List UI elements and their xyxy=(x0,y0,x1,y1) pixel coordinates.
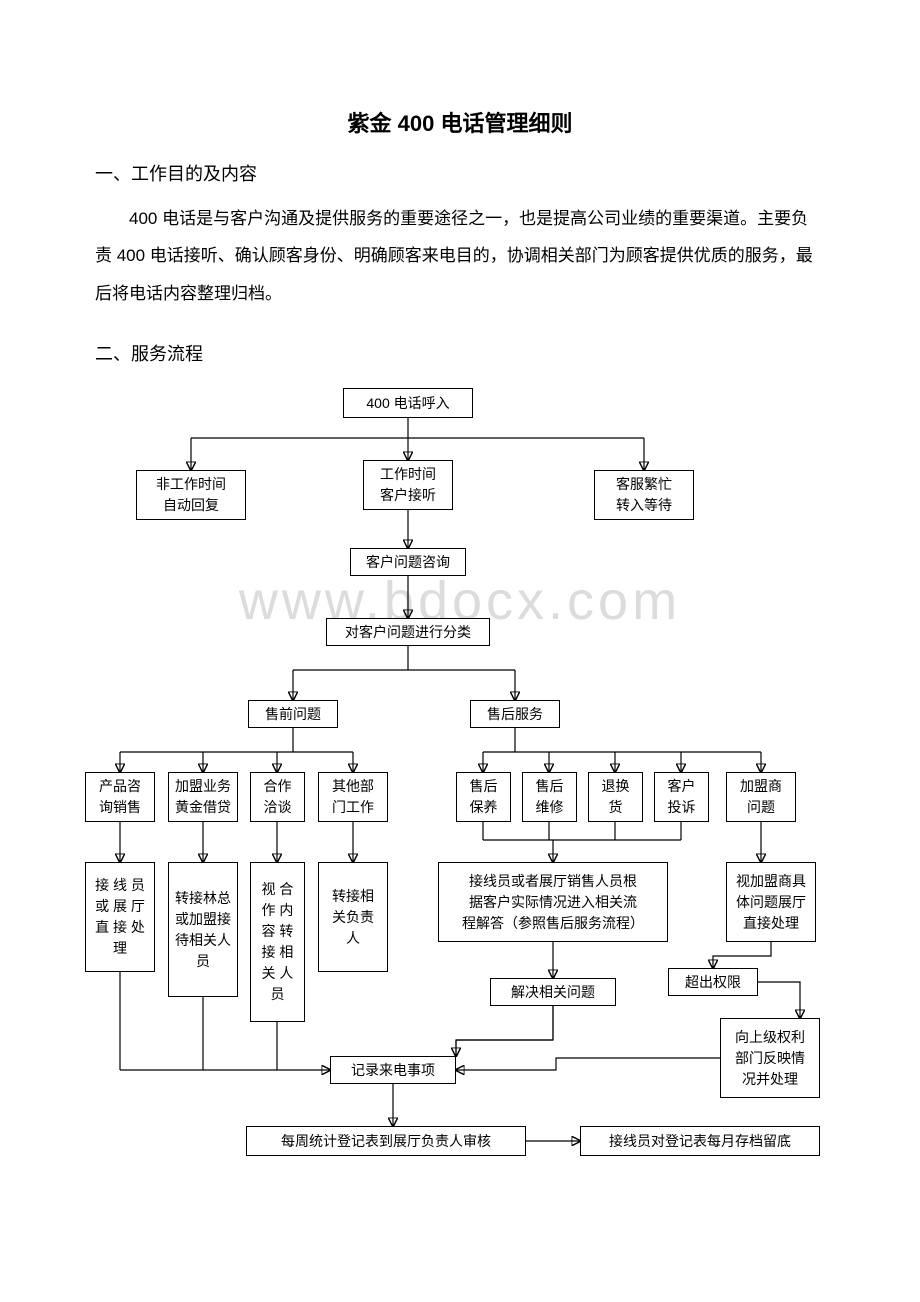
node-op1: 接 线 员或 展 厅直 接 处理 xyxy=(85,862,155,972)
node-nonwork: 非工作时间自动回复 xyxy=(136,470,246,520)
node-busy: 客服繁忙转入等待 xyxy=(594,470,694,520)
node-record: 记录来电事项 xyxy=(330,1056,456,1084)
node-a-join: 加盟商问题 xyxy=(726,772,796,822)
node-start: 400 电话呼入 xyxy=(343,388,473,418)
section-2-heading: 二、服务流程 xyxy=(95,340,203,366)
node-a-care: 售后保养 xyxy=(456,772,511,822)
node-coop: 合作洽谈 xyxy=(250,772,305,822)
node-consult: 客户问题咨询 xyxy=(350,548,466,576)
document-title: 紫金 400 电话管理细则 xyxy=(0,106,920,138)
node-prod: 产品咨询销售 xyxy=(85,772,155,822)
page-root: 紫金 400 电话管理细则 一、工作目的及内容 400 电话是与客户沟通及提供服… xyxy=(0,0,920,1302)
node-op3: 视 合作 内容 转接 相关 人员 xyxy=(250,862,305,1022)
node-op2: 转接林总或加盟接待相关人员 xyxy=(168,862,238,997)
node-other: 其他部门工作 xyxy=(318,772,388,822)
node-worktime: 工作时间客户接听 xyxy=(363,460,453,510)
node-a-return: 退换货 xyxy=(588,772,643,822)
node-escalate: 向上级权利部门反映情况并处理 xyxy=(720,1018,820,1098)
flow-edges xyxy=(0,0,920,1302)
section-1-heading: 一、工作目的及内容 xyxy=(95,160,257,186)
node-op5: 接线员或者展厅销售人员根据客户实际情况进入相关流程解答（参照售后服务流程） xyxy=(438,862,668,942)
node-op4: 转接相关负责人 xyxy=(318,862,388,972)
node-join: 加盟业务黄金借贷 xyxy=(168,772,238,822)
node-solve: 解决相关问题 xyxy=(490,978,616,1006)
node-presale: 售前问题 xyxy=(248,700,338,728)
node-aftersale: 售后服务 xyxy=(470,700,560,728)
node-a-complain: 客户投诉 xyxy=(654,772,709,822)
node-archive: 接线员对登记表每月存档留底 xyxy=(580,1126,820,1156)
body-paragraph: 400 电话是与客户沟通及提供服务的重要途径之一，也是提高公司业绩的重要渠道。主… xyxy=(95,200,825,312)
node-op6: 视加盟商具体问题展厅直接处理 xyxy=(726,862,816,942)
node-exceed: 超出权限 xyxy=(668,968,758,996)
node-classify: 对客户问题进行分类 xyxy=(326,618,490,646)
node-a-repair: 售后维修 xyxy=(522,772,577,822)
node-weekly: 每周统计登记表到展厅负责人审核 xyxy=(246,1126,526,1156)
